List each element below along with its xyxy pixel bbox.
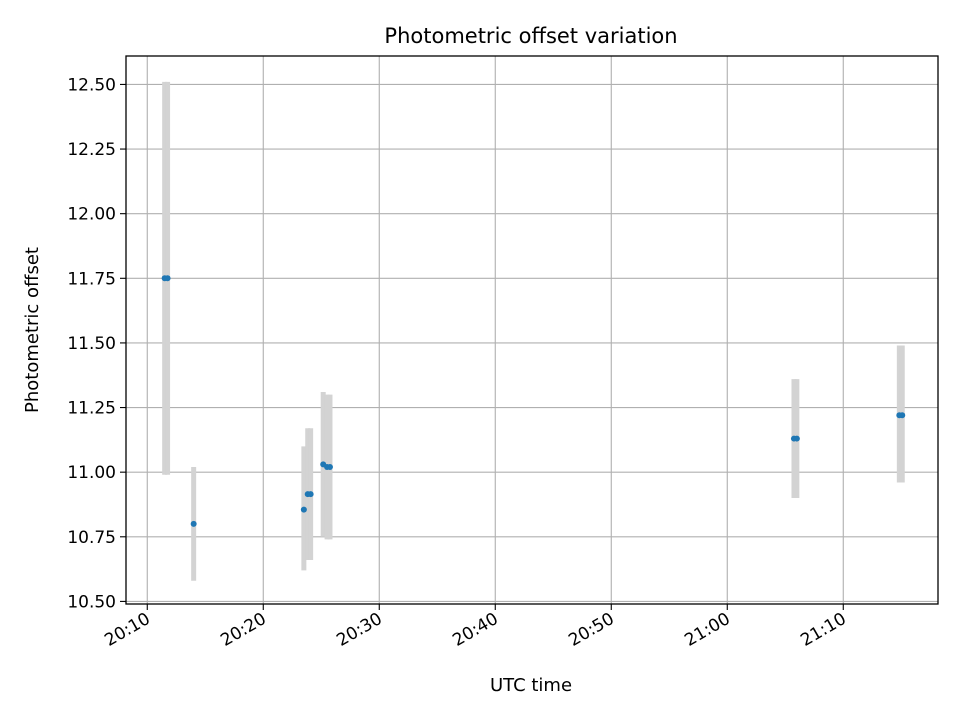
data-point	[190, 520, 197, 527]
y-tick-label: 12.25	[67, 140, 116, 160]
data-point	[326, 464, 333, 470]
y-axis: 10.50 10.75 11.00 11.25 11.50 11.75 12.00 12.25…	[67, 75, 126, 612]
y-tick-label: 10.50	[67, 592, 116, 612]
y-tick-label: 12.50	[67, 75, 116, 95]
y-tick-label: 11.75	[67, 269, 116, 289]
y-tick-label: 10.75	[67, 528, 116, 548]
data-point	[300, 506, 307, 513]
data-points	[161, 275, 906, 527]
y-tick-label: 11.50	[67, 334, 116, 354]
y-axis-title: Photometric offset	[22, 247, 43, 413]
data-point	[899, 412, 906, 419]
y-tick-label: 11.25	[67, 399, 116, 419]
data-point	[793, 435, 800, 442]
data-point	[307, 491, 314, 498]
y-tick-label: 11.00	[67, 463, 116, 483]
data-point	[164, 275, 171, 282]
y-tick-label: 12.00	[67, 205, 116, 225]
plot-frame	[125, 55, 939, 605]
x-axis-title: UTC time	[490, 675, 572, 696]
chart-title: Photometric offset variation	[384, 24, 677, 48]
grid	[126, 56, 938, 604]
